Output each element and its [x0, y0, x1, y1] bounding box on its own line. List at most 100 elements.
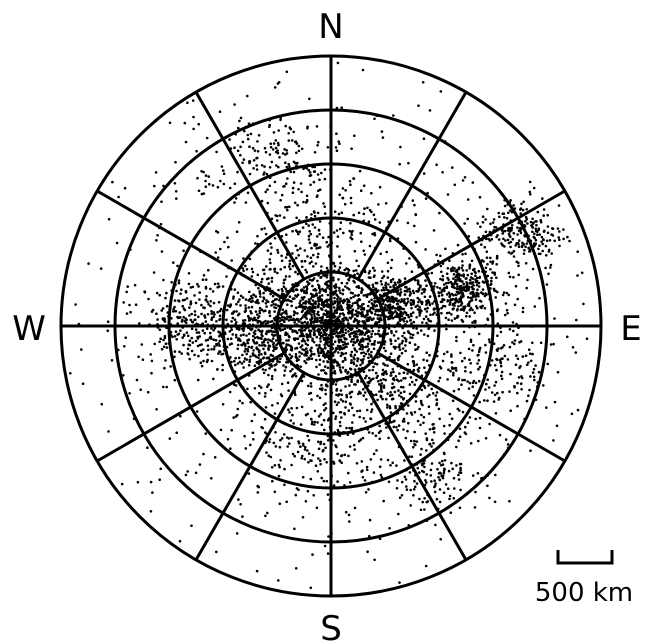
scatter-point: [408, 455, 411, 459]
scatter-point: [262, 371, 266, 375]
scatter-point: [373, 218, 377, 221]
scatter-point: [233, 103, 236, 106]
scatter-point: [385, 372, 388, 376]
scatter-point: [387, 283, 390, 286]
scatter-point: [338, 286, 341, 290]
scatter-point: [310, 422, 314, 426]
scatter-point: [416, 296, 420, 300]
scatter-point: [476, 362, 479, 365]
scatter-point: [366, 206, 369, 210]
scatter-point: [270, 365, 274, 368]
scatter-point: [405, 485, 408, 488]
scatter-point: [297, 358, 300, 362]
scatter-point: [338, 330, 342, 334]
scatter-point: [307, 311, 310, 315]
scatter-point: [440, 293, 444, 297]
scatter-point: [448, 494, 452, 498]
scatter-point: [391, 386, 394, 390]
scatter-point: [384, 286, 388, 289]
scatter-point: [461, 291, 465, 295]
scatter-point: [315, 294, 319, 297]
scatter-point: [397, 358, 400, 362]
scatter-point: [316, 304, 320, 308]
scatter-point: [463, 378, 467, 382]
scatter-point: [226, 437, 230, 441]
scatter-point: [128, 303, 131, 307]
scatter-point: [415, 327, 418, 330]
scatter-point: [415, 482, 419, 485]
scatter-point: [464, 366, 467, 369]
scatter-point: [412, 445, 415, 449]
scatter-point: [218, 314, 222, 318]
scatter-point: [363, 479, 367, 482]
scatter-point: [391, 305, 395, 308]
scatter-point: [264, 431, 267, 434]
scatter-point: [285, 312, 288, 316]
scatter-point: [213, 313, 216, 316]
scatter-point: [327, 235, 330, 239]
scatter-point: [404, 478, 408, 481]
scatter-point: [406, 221, 410, 225]
scatter-point: [342, 333, 346, 337]
scatter-point: [465, 311, 469, 315]
scatter-point: [431, 313, 435, 316]
scatter-point: [416, 331, 420, 335]
scatter-point: [305, 194, 309, 198]
scatter-point: [478, 365, 482, 369]
scatter-point: [467, 304, 470, 308]
scatter-point: [318, 396, 322, 400]
scatter-point: [294, 567, 298, 570]
scatter-point: [363, 391, 367, 394]
scatter-point: [409, 332, 412, 336]
scatter-point: [287, 334, 291, 338]
scatter-point: [256, 347, 259, 351]
scatter-point: [502, 291, 506, 294]
grid-spoke-11: [194, 91, 306, 280]
scatter-point: [216, 185, 220, 189]
scatter-point: [300, 405, 304, 409]
scatter-point: [197, 189, 201, 193]
scatter-point: [469, 296, 473, 300]
scatter-point: [271, 294, 275, 298]
scatter-point: [146, 390, 150, 394]
scatter-point: [378, 437, 382, 441]
scatter-point: [323, 343, 326, 347]
scatter-point: [261, 268, 265, 272]
scatter-point: [244, 201, 248, 204]
scatter-point: [562, 228, 565, 231]
scatter-point: [390, 421, 393, 424]
scatter-point: [400, 318, 404, 321]
scatter-point: [251, 297, 254, 300]
scatter-point: [395, 464, 398, 467]
scatter-point: [392, 425, 396, 429]
scatter-point: [488, 340, 492, 344]
scatter-point: [207, 348, 210, 352]
scatter-point: [320, 265, 323, 268]
scatter-point: [254, 310, 258, 313]
scatter-point: [461, 410, 465, 414]
scatter-point: [520, 244, 524, 247]
scatter-point: [159, 337, 162, 341]
scatter-point: [445, 285, 449, 289]
scatter-point: [349, 196, 353, 200]
scatter-point: [326, 552, 330, 555]
scatter-point: [356, 272, 359, 276]
scatter-point: [356, 314, 360, 318]
scatter-point: [263, 272, 266, 276]
scatter-point: [471, 474, 475, 477]
scatter-point: [503, 204, 507, 208]
scatter-point: [348, 384, 351, 387]
scatter-point: [279, 198, 282, 202]
scatter-point: [271, 299, 275, 303]
scatter-point: [350, 233, 354, 236]
scatter-point: [495, 309, 499, 313]
scatter-point: [307, 300, 310, 304]
scatter-point: [392, 285, 395, 289]
scatter-point: [255, 355, 258, 359]
scatter-point: [379, 252, 383, 256]
scatter-point: [253, 387, 257, 390]
scatter-point: [420, 292, 424, 295]
scatter-point: [393, 390, 397, 394]
scatter-point: [288, 259, 292, 263]
scatter-point: [507, 271, 511, 275]
